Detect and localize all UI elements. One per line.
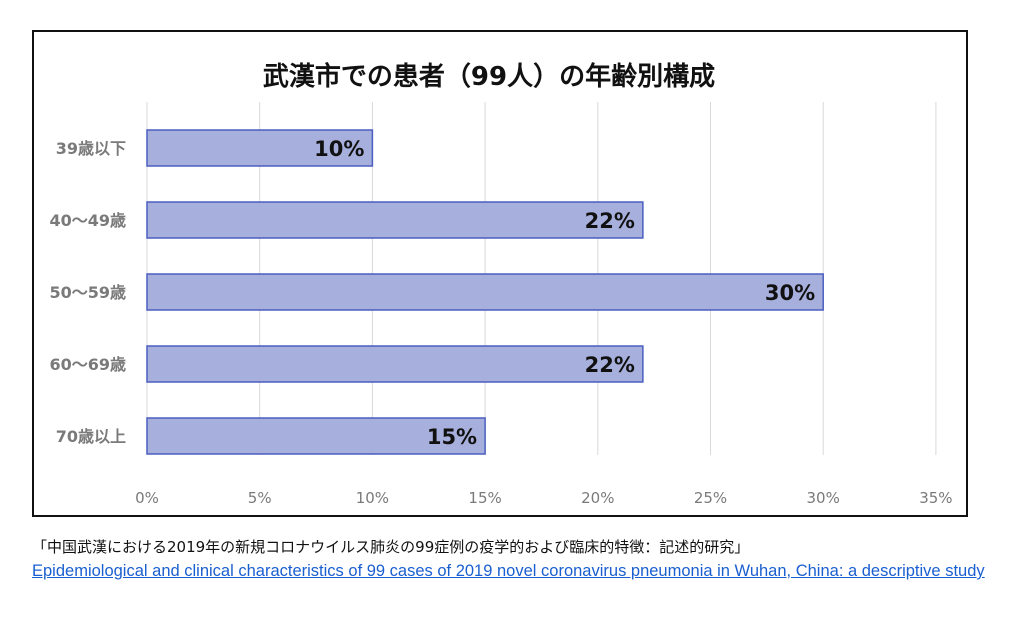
x-tick-label: 10% xyxy=(356,489,389,507)
x-tick-label: 25% xyxy=(694,489,727,507)
y-category-label: 40〜49歳 xyxy=(49,211,126,230)
y-category-label: 60〜69歳 xyxy=(49,355,126,374)
chart-title: 武漢市での患者（99人）の年齢別構成 xyxy=(263,61,715,92)
y-category-label: 70歳以上 xyxy=(56,427,126,446)
bar xyxy=(146,417,486,455)
y-category-label: 50〜59歳 xyxy=(49,283,126,302)
bar xyxy=(146,129,374,167)
x-tick-label: 0% xyxy=(135,489,159,507)
x-tick-label: 35% xyxy=(919,489,952,507)
x-tick-label: 5% xyxy=(248,489,272,507)
bar-chart: 武漢市での患者（99人）の年齢別構成 0% 5% 10% 15% 20% 25% 30% 35%… xyxy=(49,61,952,507)
bar-value-label: 30% xyxy=(765,281,815,305)
bar-value-label: 10% xyxy=(314,137,364,161)
source-link[interactable]: Epidemiological and clinical characteris… xyxy=(32,562,985,580)
bar-value-label: 22% xyxy=(585,209,635,233)
bar-value-label: 15% xyxy=(427,425,477,449)
bar xyxy=(146,345,644,383)
x-tick-label: 15% xyxy=(468,489,501,507)
bar xyxy=(146,273,824,311)
y-category-label: 39歳以下 xyxy=(56,139,126,158)
bar-value-label: 22% xyxy=(585,353,635,377)
x-tick-label: 20% xyxy=(581,489,614,507)
bar xyxy=(146,201,644,239)
chart-frame: 武漢市での患者（99人）の年齢別構成 0% 5% 10% 15% 20% 25% 30% 35%… xyxy=(32,30,968,517)
chart-caption: 「中国武漢における2019年の新規コロナウイルス肺炎の99症例の疫学的および臨床… xyxy=(32,538,750,556)
x-tick-label: 30% xyxy=(807,489,840,507)
